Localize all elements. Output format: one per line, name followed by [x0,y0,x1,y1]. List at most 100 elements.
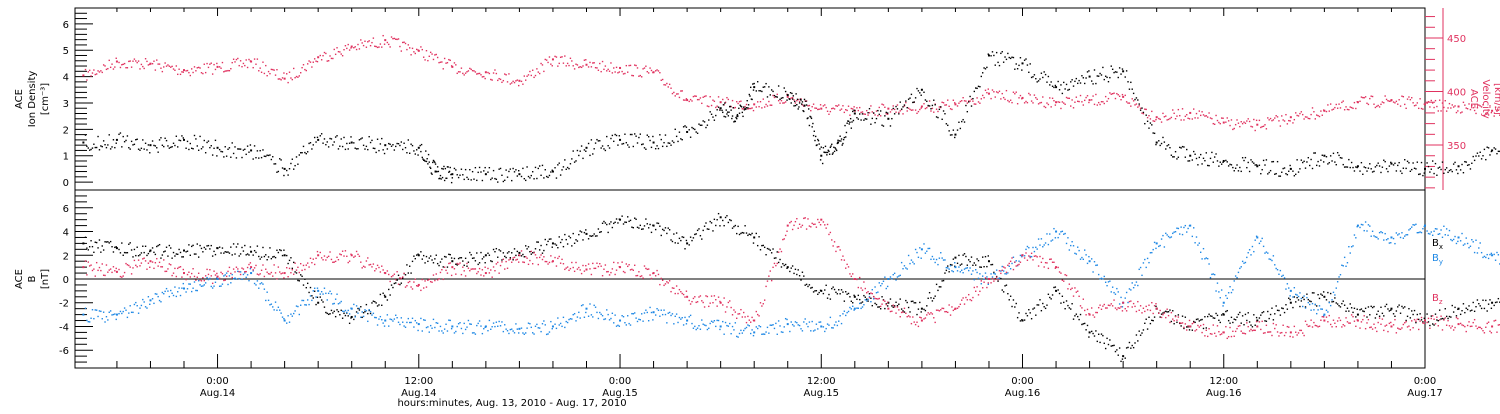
by-point [1491,254,1493,256]
density-sample [1261,169,1262,170]
density-sample [722,112,723,113]
bz-sample [159,262,160,263]
bz-sample [232,277,233,278]
by-sample [131,312,132,313]
by-sample [332,303,333,304]
bz-point [82,266,84,268]
velocity-sample [642,68,643,69]
by-sample [845,315,846,316]
bx-sample [1166,311,1167,312]
bz-sample [405,286,406,287]
by-sample [986,276,987,277]
density-sample [273,163,274,164]
by-sample [1041,238,1042,239]
velocity-sample [711,105,712,106]
by-point [82,314,84,316]
bz-sample [93,268,94,269]
velocity-sample [751,107,752,108]
velocity-sample [336,47,337,48]
velocity-sample [524,75,525,76]
by-sample [665,314,666,315]
bx-sample [941,280,942,281]
bx-sample [778,262,779,263]
density-sample [839,140,840,141]
by-sample [167,290,168,291]
velocity-sample [473,70,474,71]
density-sample [529,177,530,178]
by-sample [1152,249,1153,250]
bx-sample [1242,315,1243,316]
by-sample [123,311,124,312]
bx-sample [715,225,716,226]
by-point [1290,290,1292,292]
velocity-sample [1003,97,1004,98]
bx-sample [268,256,269,257]
bx-sample [114,247,115,248]
velocity-sample [1410,99,1411,100]
velocity-sample [1280,125,1281,126]
by-sample [656,308,657,309]
density-sample [106,147,107,148]
velocity-sample [1340,107,1341,108]
bx-point [418,254,420,256]
velocity-sample [1111,94,1112,95]
bx-sample [1390,310,1391,311]
by-sample [770,324,771,325]
by-sample [1222,305,1223,306]
by-sample [1380,231,1381,232]
density-sample [325,144,326,145]
by-point [1156,242,1158,244]
bz-sample [420,290,421,291]
density-sample [187,141,188,142]
bx-sample [628,221,629,222]
bx-sample [1373,306,1374,307]
by-sample [1287,283,1288,284]
by-sample [313,290,314,291]
density-sample [1194,154,1195,155]
bx-sample [1333,301,1334,302]
velocity-sample [327,60,328,61]
by-sample [535,326,536,327]
velocity-sample [1302,114,1303,115]
velocity-sample [1199,110,1200,111]
bx-sample [673,233,674,234]
by-sample [1013,257,1014,258]
density-sample [1168,144,1169,145]
velocity-sample [171,66,172,67]
by-sample [1108,281,1109,282]
bx-sample [441,258,442,259]
bz-sample [408,282,409,283]
velocity-sample [961,100,962,101]
velocity-sample [976,97,977,98]
velocity-sample [986,92,987,93]
bx-sample [1098,334,1099,335]
density-sample [981,76,982,77]
by-sample [912,261,913,262]
velocity-sample [634,64,635,65]
bz-sample [503,259,504,260]
density-sample [1295,174,1296,175]
density-sample [927,105,928,106]
density-sample [1225,160,1226,161]
bx-sample [1312,292,1313,293]
by-sample [1394,243,1395,244]
by-sample [1347,262,1348,263]
bx-sample [437,263,438,264]
bx-sample [626,222,627,223]
density-sample [879,114,880,115]
density-sample [1052,86,1053,87]
by-point [116,314,118,316]
density-sample [363,145,364,146]
velocity-sample [990,98,991,99]
by-sample [995,273,996,274]
bx-sample [275,257,276,258]
bx-sample [712,230,713,231]
bx-sample [835,292,836,293]
bx-sample [1287,308,1288,309]
density-sample [1011,57,1012,58]
velocity-sample [591,66,592,67]
velocity-point [720,101,722,103]
velocity-sample [103,64,104,65]
density-sample [693,128,694,129]
